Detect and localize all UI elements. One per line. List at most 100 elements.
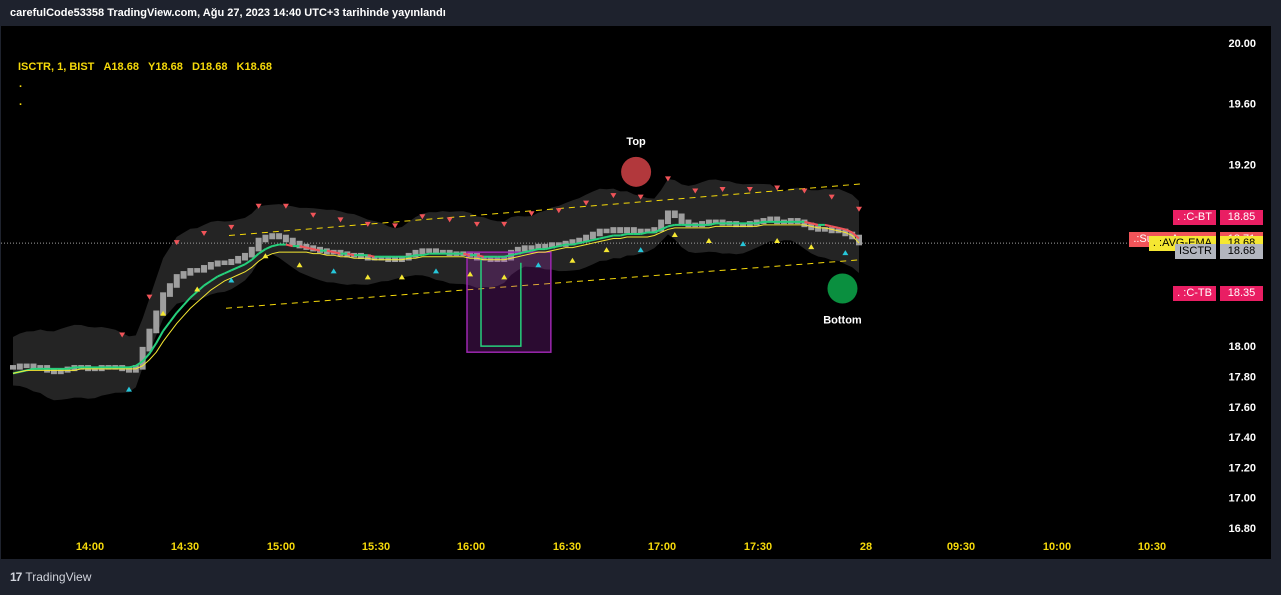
price-tag[interactable]: ISCTR 18.68 bbox=[1103, 244, 1263, 260]
price-tag-label: . :C-BT bbox=[1173, 210, 1216, 226]
sell-signal-icon bbox=[610, 193, 617, 199]
sell-signal-icon bbox=[664, 176, 671, 182]
super-average-segment bbox=[128, 364, 137, 369]
price-bar bbox=[856, 234, 862, 246]
price-bar bbox=[16, 363, 23, 370]
time-tick-label: 14:30 bbox=[171, 541, 199, 553]
price-tick-label: 17.00 bbox=[1228, 493, 1256, 505]
super-average-segment bbox=[347, 252, 355, 257]
super-average-segment bbox=[141, 353, 151, 362]
price-bar bbox=[821, 227, 828, 232]
price-axis[interactable]: 20.00 19.60 19.20 18.00 17.80 17.60 17.40 17.20… bbox=[1228, 38, 1256, 535]
price-bar bbox=[214, 260, 221, 267]
super-average-segment bbox=[579, 240, 587, 245]
buy-signal-icon bbox=[842, 250, 849, 256]
super-average-segment bbox=[708, 222, 716, 226]
super-average-segment bbox=[422, 252, 430, 257]
buy-signal-icon bbox=[671, 231, 678, 237]
price-bar bbox=[801, 219, 808, 228]
price-bar bbox=[269, 233, 276, 240]
price-bar bbox=[385, 255, 392, 263]
price-bar bbox=[501, 255, 508, 263]
price-bar bbox=[651, 227, 658, 234]
price-bar bbox=[569, 239, 576, 246]
price-bar bbox=[50, 368, 57, 375]
buy-signal-icon bbox=[501, 274, 508, 280]
price-bar bbox=[767, 216, 774, 223]
super-average-segment bbox=[653, 228, 662, 234]
price-bar bbox=[671, 210, 678, 219]
price-bar bbox=[187, 268, 194, 276]
super-average-segment bbox=[619, 232, 628, 237]
indicator-legend-1[interactable]: . bbox=[19, 78, 23, 90]
time-axis[interactable]: 14:00 14:30 15:00 15:30 16:00 16:30 17:00 17:30… bbox=[76, 541, 1166, 553]
super-average-segment bbox=[504, 254, 512, 258]
sell-signal-icon bbox=[310, 212, 317, 218]
time-tick-label: 14:00 bbox=[76, 541, 104, 553]
sell-signal-icon bbox=[501, 221, 508, 227]
price-tag[interactable]: . :C-TB 18.35 bbox=[1103, 286, 1263, 302]
time-tick-label: 10:00 bbox=[1043, 541, 1071, 553]
super-average-segment bbox=[660, 225, 669, 231]
super-average-segment bbox=[476, 254, 484, 258]
super-average-segment bbox=[67, 366, 75, 370]
price-bar bbox=[419, 248, 426, 255]
super-average-segment bbox=[572, 242, 580, 246]
super-average-segment bbox=[851, 231, 860, 240]
sell-signal-icon bbox=[255, 203, 262, 209]
price-tag-label: ISCTR bbox=[1175, 244, 1216, 260]
footer-brand[interactable]: 17 TradingView bbox=[10, 570, 91, 584]
price-bar bbox=[828, 227, 835, 234]
price-tag[interactable]: . :C-BT 18.85 bbox=[1103, 210, 1263, 226]
buy-signal-icon bbox=[774, 238, 781, 244]
super-average-segment bbox=[224, 269, 232, 275]
super-average-segment bbox=[408, 254, 416, 258]
price-bar bbox=[248, 246, 255, 258]
sell-signal-icon bbox=[583, 200, 590, 206]
super-average-segment bbox=[189, 290, 198, 299]
sell-signal-icon bbox=[228, 224, 235, 230]
super-average-segment bbox=[182, 296, 192, 306]
indicator-legend-2[interactable]: . bbox=[19, 96, 23, 108]
price-bar bbox=[146, 328, 153, 352]
super-average-segment bbox=[272, 243, 280, 248]
sell-signal-icon bbox=[473, 221, 480, 227]
super-average-segment bbox=[203, 280, 212, 287]
buy-signal-icon bbox=[364, 274, 371, 280]
price-chart[interactable]: Top Bottom 20.00 19.60 19.20 18.00 17.80 17.6… bbox=[1, 26, 1271, 559]
price-tick-label: 20.00 bbox=[1228, 38, 1256, 50]
ohlc-high: Y18.68 bbox=[148, 61, 183, 73]
ohlc-close: K18.68 bbox=[236, 61, 272, 73]
price-bar bbox=[548, 242, 555, 249]
sell-signal-icon bbox=[828, 194, 835, 200]
symbol-info: ISCTR, 1, BIST bbox=[18, 61, 95, 73]
price-bar bbox=[282, 234, 289, 243]
super-average-segment bbox=[251, 252, 260, 261]
price-bar bbox=[180, 271, 187, 279]
top-marker-icon bbox=[621, 156, 652, 187]
price-bar bbox=[30, 363, 37, 370]
price-bar bbox=[589, 231, 596, 240]
super-average-segment bbox=[237, 263, 246, 269]
price-bar bbox=[610, 227, 617, 234]
super-average-segment bbox=[326, 249, 334, 254]
trend-channel-layer bbox=[1, 183, 1176, 309]
chart-panel[interactable]: Top Bottom 20.00 19.60 19.20 18.00 17.80 17.6… bbox=[1, 26, 1271, 559]
time-tick-label: 16:00 bbox=[457, 541, 485, 553]
price-bar bbox=[583, 234, 590, 243]
super-average-segment bbox=[265, 245, 273, 251]
super-average-segment bbox=[667, 223, 676, 228]
sell-signal-icon bbox=[446, 217, 453, 223]
sell-signal-icon bbox=[719, 187, 726, 193]
brand-name: TradingView bbox=[25, 570, 92, 584]
price-bar bbox=[433, 248, 439, 255]
price-bar bbox=[364, 254, 371, 261]
tradingview-logo-icon: 17 bbox=[10, 570, 22, 584]
sell-signal-icon bbox=[201, 230, 208, 236]
super-average-segment bbox=[148, 342, 158, 355]
super-average-segment bbox=[258, 248, 266, 255]
buy-signal-icon bbox=[228, 277, 235, 283]
price-bar bbox=[712, 219, 719, 225]
price-tick-label: 16.80 bbox=[1228, 523, 1256, 535]
super-average-segment bbox=[367, 254, 375, 258]
